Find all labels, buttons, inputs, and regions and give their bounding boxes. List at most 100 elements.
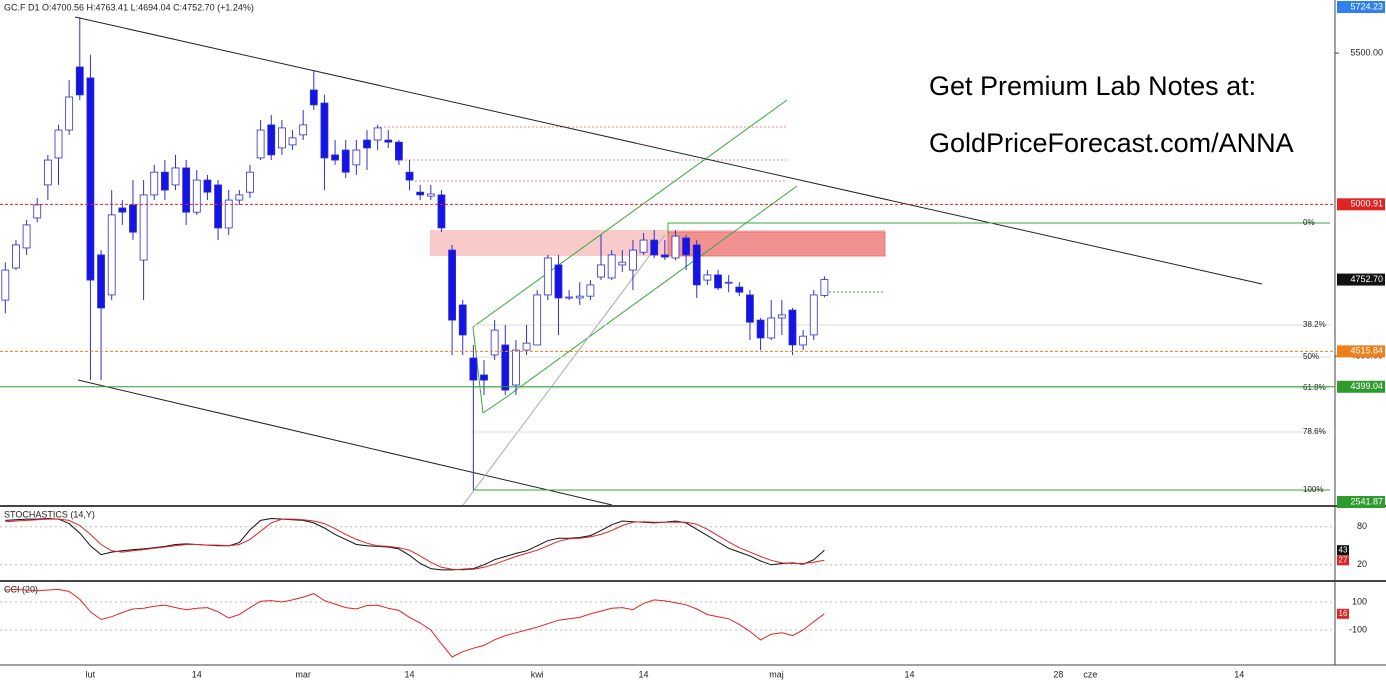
candle-body — [192, 179, 201, 213]
candle-body — [224, 199, 233, 229]
candle-body — [22, 224, 31, 249]
candle-body — [12, 244, 20, 269]
candle-body — [267, 124, 276, 156]
candle-body — [97, 254, 105, 309]
price-tag — [1337, 273, 1385, 286]
candle-body — [43, 159, 52, 186]
y-tick-label: 80 — [1357, 521, 1367, 531]
candle-body — [543, 257, 552, 296]
trend-line — [77, 379, 613, 506]
x-tick-label: 14 — [192, 669, 202, 679]
candle-body — [692, 244, 701, 286]
candle-body — [767, 317, 776, 339]
fib-label: 38.2% — [1303, 320, 1326, 329]
y-tick-label: -100 — [1349, 624, 1367, 634]
candle-body — [448, 249, 456, 321]
candle-body — [373, 127, 382, 141]
indicator-title: STOCHASTICS (14,Y) — [4, 509, 95, 519]
candle-body — [139, 194, 148, 261]
candle-body — [426, 193, 435, 197]
candle-body — [575, 295, 584, 299]
indicator-line — [5, 588, 825, 658]
candle-body — [735, 286, 744, 293]
candle-body — [405, 171, 414, 181]
candle-body — [416, 191, 425, 196]
x-tick-label: 28 — [1053, 669, 1063, 679]
y-tick-label: 100 — [1352, 596, 1367, 606]
fib-label: 78.6% — [1303, 427, 1326, 436]
candle-body — [203, 179, 212, 193]
candle-body — [395, 141, 403, 161]
price-tag-label: 4515.84 — [1350, 346, 1383, 356]
candle-body — [75, 66, 84, 96]
candle-body — [512, 349, 520, 386]
candle-body — [788, 309, 797, 346]
candle-body — [586, 284, 595, 297]
indicator-line — [5, 518, 825, 571]
candle-body — [150, 171, 159, 196]
fib-label: 50% — [1303, 352, 1319, 361]
price-tag — [1337, 496, 1385, 508]
value-tag — [1337, 545, 1349, 556]
candle-body — [288, 137, 297, 146]
candle-body — [597, 264, 605, 278]
x-tick-label: kwi — [531, 669, 544, 679]
resistance-zone-core — [667, 231, 886, 257]
candle-body — [756, 319, 765, 339]
value-tag — [1337, 555, 1349, 566]
candle-body — [501, 344, 510, 391]
price-tag — [1337, 380, 1385, 393]
candle-body — [214, 184, 222, 229]
candle-body — [171, 167, 180, 186]
x-tick-label: 14 — [1234, 669, 1244, 679]
candle-body — [118, 207, 127, 213]
candle-body — [107, 214, 116, 296]
candle-body — [533, 294, 542, 346]
candle-body — [331, 154, 339, 161]
price-tag — [1337, 1, 1385, 13]
candle-body — [724, 281, 733, 284]
chart-title: GC.F D1 O:4700.56 H:4763.41 L:4694.04 C:… — [4, 2, 254, 12]
fib-label: 61.8% — [1303, 383, 1326, 392]
price-tag-label: 5000.91 — [1350, 199, 1383, 209]
candle-body — [309, 89, 318, 106]
candle-body — [277, 127, 286, 149]
candle-body — [682, 237, 691, 256]
fib-base-line — [462, 234, 666, 506]
candle-body — [820, 279, 829, 296]
indicator-line — [5, 517, 825, 571]
candle-body — [1, 269, 10, 301]
candle-body — [246, 171, 254, 193]
candle-body — [235, 194, 244, 201]
candle-body — [86, 77, 95, 281]
candle-body — [554, 264, 563, 299]
candle-body — [54, 129, 63, 159]
candle-body — [671, 235, 680, 259]
fib-label: 0% — [1303, 218, 1315, 227]
annotation: Get Premium Lab Notes at: — [929, 71, 1256, 101]
x-tick-label: 14 — [639, 669, 649, 679]
candle-body — [639, 239, 648, 253]
candle-body — [458, 304, 467, 336]
fib-label: 100% — [1303, 485, 1323, 494]
candle-body — [522, 342, 531, 351]
annotation: GoldPriceForecast.com/ANNA — [929, 128, 1294, 158]
candle-body — [650, 239, 659, 256]
price-tag-label: 2541.87 — [1350, 496, 1383, 506]
price-tag-label: 5724.23 — [1350, 1, 1383, 11]
candle-body — [703, 274, 712, 281]
value-tag — [1337, 608, 1349, 619]
candle-body — [660, 254, 669, 258]
value-tag-label: 43 — [1339, 545, 1348, 554]
x-tick-label: 14 — [904, 669, 914, 679]
candle-body — [299, 124, 308, 136]
candle-body — [352, 149, 361, 166]
channel-line — [504, 185, 798, 399]
candle-body — [565, 296, 574, 299]
candle-body — [256, 129, 265, 159]
x-tick-label: mar — [295, 669, 311, 679]
candle-body — [480, 374, 488, 381]
y-tick-label: 5500.00 — [1350, 47, 1383, 57]
trend-line — [74, 16, 1263, 285]
